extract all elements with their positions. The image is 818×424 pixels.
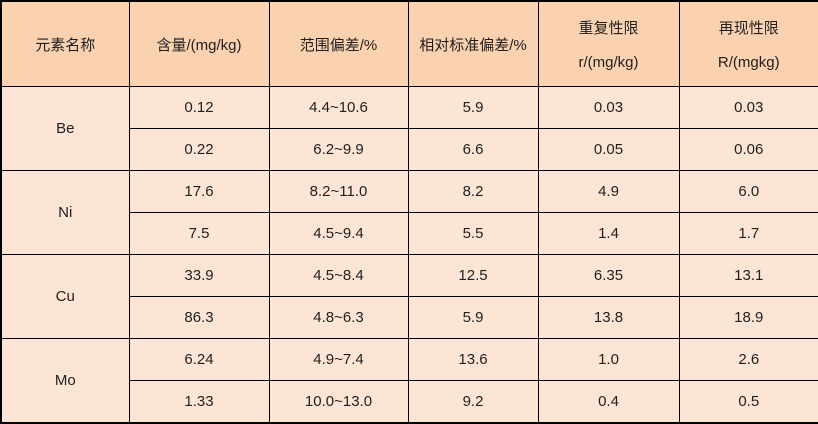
value-cell: 13.6 [407, 338, 539, 382]
value-cell: 1.4 [537, 212, 680, 256]
value-cell: 4.9 [537, 170, 680, 214]
header-repeatability-limit: 重复性限 r/(mg/kg) [537, 0, 680, 87]
value-cell: 0.05 [537, 128, 680, 172]
table-row: Be 0.12 4.4~10.6 5.9 0.03 0.03 [0, 85, 818, 172]
value-cell: 4.8~6.3 [268, 296, 409, 340]
element-cell-be: Be [0, 85, 130, 172]
value-cell: 4.9~7.4 [268, 338, 409, 382]
value-cell: 1.7 [678, 212, 818, 256]
header-relative-std-deviation: 相对标准偏差/% [407, 0, 539, 87]
value-cell: 0.06 [678, 128, 818, 172]
value-cell: 2.6 [678, 338, 818, 382]
header-range-deviation: 范围偏差/% [268, 0, 409, 87]
header-reproducibility-text: 再现性限 R/(mgkg) [680, 17, 818, 71]
value-cell: 9.2 [407, 380, 539, 424]
value-cell: 0.03 [678, 85, 818, 130]
header-reproducibility-unit: R/(mgkg) [717, 54, 780, 71]
element-cell-ni: Ni [0, 170, 130, 256]
value-cell: 8.2 [407, 170, 539, 214]
value-cell: 6.0 [678, 170, 818, 214]
value-cell: 5.9 [407, 85, 539, 130]
value-cell: 8.2~11.0 [268, 170, 409, 214]
table-row: 0.22 6.2~9.9 6.6 0.05 0.06 [1, 128, 818, 172]
value-cell: 6.2~9.9 [268, 128, 409, 172]
table-row: 7.5 4.5~9.4 5.5 1.4 1.7 [1, 212, 818, 256]
element-cell-mo: Mo [0, 338, 130, 424]
header-content: 含量/(mg/kg) [128, 0, 270, 87]
table-row: Ni 17.6 8.2~11.0 8.2 4.9 6.0 [0, 170, 818, 256]
header-element-name: 元素名称 [0, 0, 130, 87]
value-cell: 6.6 [407, 128, 539, 172]
table-row: Cu 33.9 4.5~8.4 12.5 6.35 13.1 [0, 254, 818, 340]
value-cell: 0.03 [537, 85, 680, 130]
header-reproducibility-limit: 再现性限 R/(mgkg) [678, 0, 818, 87]
value-cell: 6.24 [128, 338, 270, 382]
table-row: Mo 6.24 4.9~7.4 13.6 1.0 2.6 [0, 338, 818, 424]
value-cell: 33.9 [128, 254, 270, 298]
header-repeatability-unit: r/(mg/kg) [578, 54, 639, 71]
value-cell: 4.5~9.4 [268, 212, 409, 256]
value-cell: 86.3 [128, 296, 270, 340]
value-cell: 4.5~8.4 [268, 254, 409, 298]
value-cell: 0.5 [678, 380, 818, 424]
table-row: 1.33 10.0~13.0 9.2 0.4 0.5 [1, 380, 818, 424]
value-cell: 0.22 [128, 128, 270, 172]
value-cell: 7.5 [128, 212, 270, 256]
value-cell: 18.9 [678, 296, 818, 340]
value-cell: 0.4 [537, 380, 680, 424]
header-reproducibility-title: 再现性限 [718, 20, 779, 37]
value-cell: 5.9 [407, 296, 539, 340]
value-cell: 1.0 [537, 338, 680, 382]
value-cell: 4.4~10.6 [268, 85, 409, 130]
value-cell: 13.8 [537, 296, 680, 340]
table-row: 86.3 4.8~6.3 5.9 13.8 18.9 [1, 296, 818, 340]
value-cell: 6.35 [537, 254, 680, 298]
value-cell: 12.5 [407, 254, 539, 298]
header-repeatability-title: 重复性限 [578, 20, 639, 37]
value-cell: 17.6 [128, 170, 270, 214]
value-cell: 5.5 [407, 212, 539, 256]
value-cell: 10.0~13.0 [268, 380, 409, 424]
header-row: 元素名称 含量/(mg/kg) 范围偏差/% 相对标准偏差/% 重复性限 r/(… [0, 0, 818, 87]
value-cell: 1.33 [128, 380, 270, 424]
header-repeatability-text: 重复性限 r/(mg/kg) [539, 17, 679, 71]
value-cell: 13.1 [678, 254, 818, 298]
value-cell: 0.12 [128, 85, 270, 130]
element-cell-cu: Cu [0, 254, 130, 340]
